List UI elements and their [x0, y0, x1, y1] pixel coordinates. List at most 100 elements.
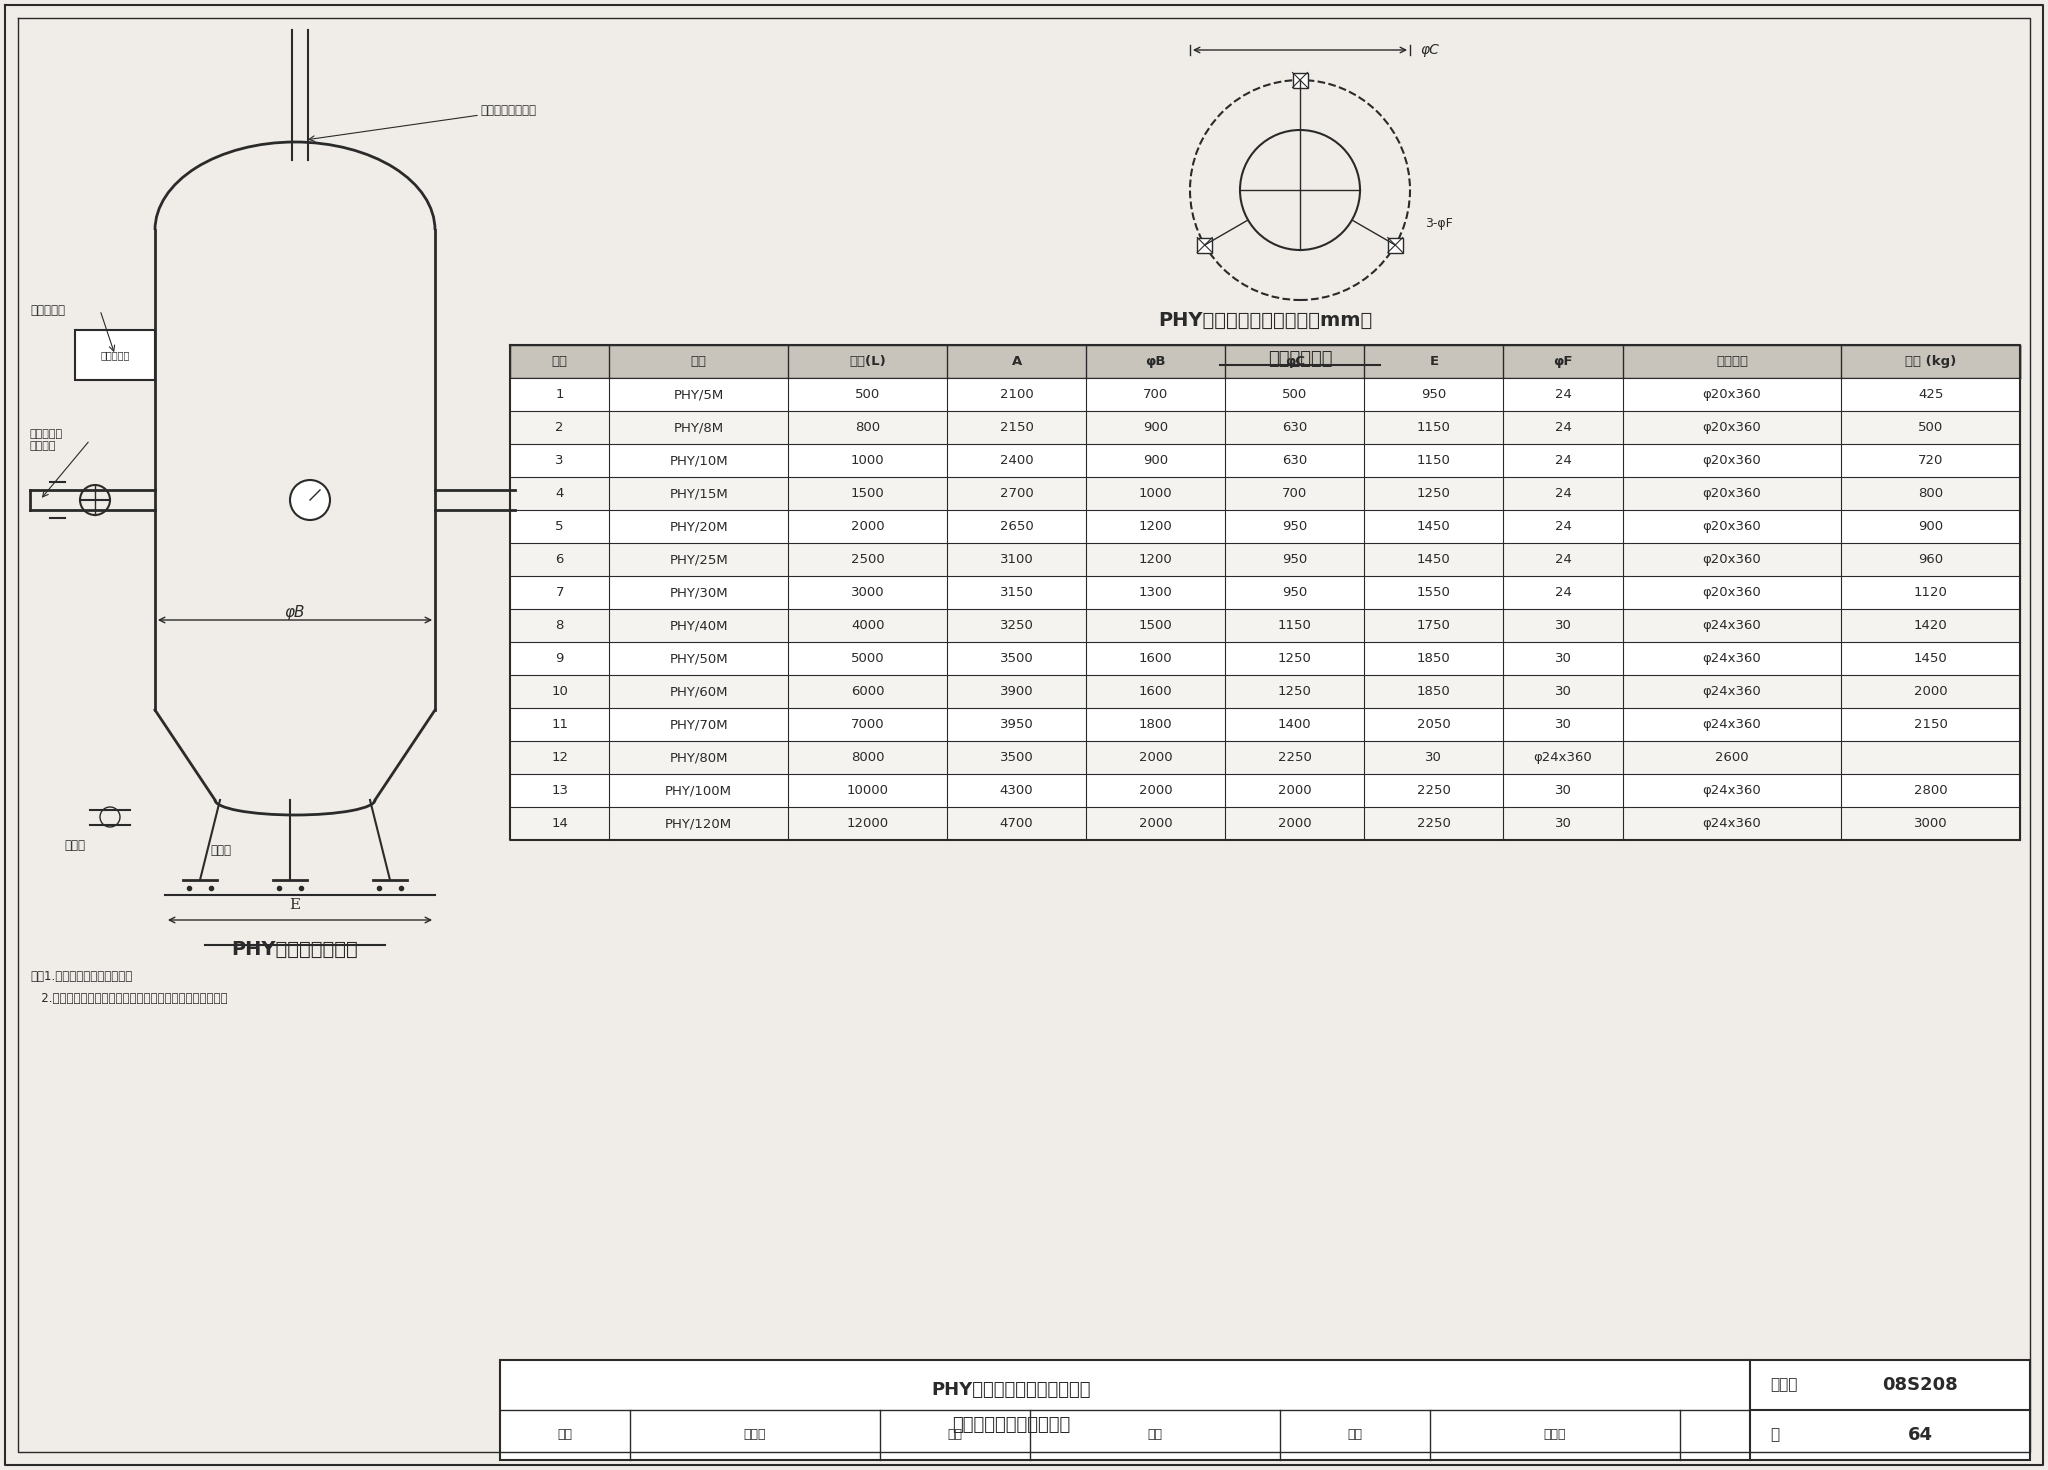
Text: 3-φF: 3-φF: [1425, 216, 1452, 229]
Text: 2000: 2000: [1139, 817, 1174, 831]
Text: 比例混合器: 比例混合器: [100, 350, 129, 360]
Text: 1150: 1150: [1417, 420, 1450, 434]
Text: 900: 900: [1143, 420, 1167, 434]
Text: 1400: 1400: [1278, 717, 1311, 731]
Text: 1850: 1850: [1417, 685, 1450, 698]
Text: 3500: 3500: [999, 653, 1034, 664]
Text: φ24x360: φ24x360: [1702, 817, 1761, 831]
Bar: [510, 444, 2019, 476]
Text: PHY/5M: PHY/5M: [674, 388, 723, 401]
Text: 630: 630: [1282, 454, 1307, 467]
Text: 24: 24: [1554, 520, 1571, 534]
Text: PHY立式贮罐外形尺寸表（mm）: PHY立式贮罐外形尺寸表（mm）: [1157, 312, 1372, 329]
Text: 7: 7: [555, 587, 563, 598]
Text: 4300: 4300: [999, 784, 1034, 797]
Text: 比例混合器: 比例混合器: [31, 303, 66, 316]
Text: 1150: 1150: [1278, 619, 1311, 632]
Text: 1450: 1450: [1417, 520, 1450, 534]
Text: 14: 14: [551, 817, 567, 831]
Bar: [1198, 238, 1212, 253]
Text: 地脚螺丝孔位: 地脚螺丝孔位: [1268, 350, 1333, 368]
Text: 30: 30: [1425, 751, 1442, 764]
Text: 10000: 10000: [846, 784, 889, 797]
Bar: [510, 378, 2019, 412]
Text: 4: 4: [555, 487, 563, 500]
Text: 校对: 校对: [948, 1429, 963, 1442]
Text: 2100: 2100: [999, 388, 1034, 401]
Text: φB: φB: [1145, 354, 1165, 368]
Text: 800: 800: [1919, 487, 1944, 500]
Text: 2: 2: [555, 420, 563, 434]
Text: 2250: 2250: [1417, 817, 1450, 831]
Text: PHY压力式泡沫比例混合装置: PHY压力式泡沫比例混合装置: [932, 1380, 1092, 1399]
Text: 1250: 1250: [1278, 685, 1311, 698]
Text: φ24x360: φ24x360: [1702, 717, 1761, 731]
Text: 500: 500: [854, 388, 881, 401]
Text: PHY/100M: PHY/100M: [666, 784, 733, 797]
Text: 6000: 6000: [850, 685, 885, 698]
Text: 960: 960: [1919, 553, 1944, 566]
Text: 2050: 2050: [1417, 717, 1450, 731]
Bar: [510, 476, 2019, 510]
Text: 24: 24: [1554, 553, 1571, 566]
Text: 2000: 2000: [1913, 685, 1948, 698]
Text: 1200: 1200: [1139, 520, 1174, 534]
Text: PHY/50M: PHY/50M: [670, 653, 727, 664]
Text: φ24x360: φ24x360: [1534, 751, 1593, 764]
Text: 页: 页: [1769, 1427, 1780, 1442]
Text: 排渣阀: 排渣阀: [211, 844, 231, 857]
Text: PHY/40M: PHY/40M: [670, 619, 727, 632]
Text: PHY/80M: PHY/80M: [670, 751, 727, 764]
Text: 1750: 1750: [1417, 619, 1450, 632]
Text: E: E: [289, 898, 301, 911]
Text: 800: 800: [856, 420, 881, 434]
Text: φC: φC: [1284, 354, 1305, 368]
Text: 30: 30: [1554, 784, 1571, 797]
Bar: [510, 345, 2019, 378]
Text: 500: 500: [1282, 388, 1307, 401]
Bar: [510, 675, 2019, 709]
Text: φ20x360: φ20x360: [1702, 420, 1761, 434]
Text: PHY/30M: PHY/30M: [670, 587, 727, 598]
Text: 3150: 3150: [999, 587, 1034, 598]
Text: φF: φF: [1552, 354, 1573, 368]
Text: 型号: 型号: [690, 354, 707, 368]
Text: 1500: 1500: [1139, 619, 1174, 632]
Text: 图集号: 图集号: [1769, 1377, 1798, 1392]
Text: φ24x360: φ24x360: [1702, 784, 1761, 797]
Text: φ24x360: φ24x360: [1702, 619, 1761, 632]
Bar: [510, 576, 2019, 609]
Text: 1120: 1120: [1913, 587, 1948, 598]
Text: 2000: 2000: [1278, 817, 1311, 831]
Text: φ20x360: φ20x360: [1702, 553, 1761, 566]
Bar: [500, 1360, 2030, 1460]
Text: 12: 12: [551, 751, 567, 764]
Text: 500: 500: [1919, 420, 1944, 434]
Text: 重量 (kg): 重量 (kg): [1905, 354, 1956, 368]
Text: 1450: 1450: [1417, 553, 1450, 566]
Text: PHY/25M: PHY/25M: [670, 553, 729, 566]
Text: PHY/8M: PHY/8M: [674, 420, 723, 434]
Bar: [510, 412, 2019, 444]
Text: PHY立式贮罐正立面: PHY立式贮罐正立面: [231, 939, 358, 958]
Text: 30: 30: [1554, 653, 1571, 664]
Text: φ24x360: φ24x360: [1702, 653, 1761, 664]
Text: 1150: 1150: [1417, 454, 1450, 467]
Text: 3100: 3100: [999, 553, 1034, 566]
Bar: [510, 642, 2019, 675]
Text: 1250: 1250: [1417, 487, 1450, 500]
Text: 24: 24: [1554, 420, 1571, 434]
Text: 900: 900: [1919, 520, 1944, 534]
Text: A: A: [1012, 354, 1022, 368]
Text: 630: 630: [1282, 420, 1307, 434]
Text: 2150: 2150: [999, 420, 1034, 434]
Text: 2400: 2400: [999, 454, 1034, 467]
Text: 700: 700: [1143, 388, 1167, 401]
Text: 700: 700: [1282, 487, 1307, 500]
Bar: [1389, 238, 1403, 253]
Text: 08S208: 08S208: [1882, 1376, 1958, 1394]
Text: 序号: 序号: [551, 354, 567, 368]
Text: 2000: 2000: [1139, 784, 1174, 797]
Text: 1800: 1800: [1139, 717, 1174, 731]
Text: PHY/70M: PHY/70M: [670, 717, 727, 731]
